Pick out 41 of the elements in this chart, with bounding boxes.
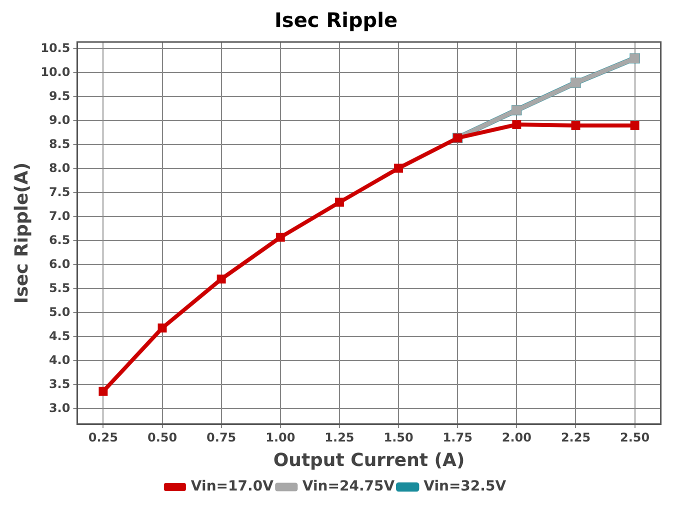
y-tick-label: 3.0 <box>48 400 70 415</box>
y-axis-title: Isec Ripple(A) <box>11 162 32 304</box>
y-tick-label: 9.5 <box>48 88 70 103</box>
y-tick-label: 8.0 <box>48 160 70 175</box>
point <box>394 164 404 173</box>
legend-label: Vin=17.0V <box>190 478 274 495</box>
y-tick-label: 10.0 <box>40 64 70 79</box>
y-tick-label: 9.0 <box>48 112 70 127</box>
point <box>334 198 344 207</box>
y-tick-label: 3.5 <box>48 376 70 391</box>
chart-title: Isec Ripple <box>274 8 398 32</box>
legend-label: Vin=32.5V <box>424 478 506 495</box>
x-tick-label: 2.50 <box>620 430 650 444</box>
x-tick-label: 1.00 <box>266 430 296 444</box>
y-tick-label: 6.5 <box>48 232 70 247</box>
point <box>630 121 640 130</box>
y-tick-label: 4.0 <box>48 352 70 367</box>
y-tick-label: 5.5 <box>48 280 70 295</box>
point <box>98 386 108 396</box>
x-tick-label: 2.25 <box>560 430 591 444</box>
y-tick-label: 8.5 <box>48 136 70 151</box>
legend-label: Vin=24.75V <box>302 478 395 495</box>
point <box>571 121 580 130</box>
x-tick-label: 0.75 <box>206 430 236 444</box>
point <box>216 274 226 284</box>
point <box>512 120 522 130</box>
y-tick-label: 4.5 <box>48 328 70 343</box>
x-tick-label: 1.50 <box>384 430 414 444</box>
y-tick-label: 10.5 <box>40 40 70 55</box>
x-tick-label: 0.50 <box>147 430 178 444</box>
x-tick-label: 1.75 <box>442 430 472 444</box>
x-tick-label: 1.25 <box>324 430 354 444</box>
y-tick-label: 7.5 <box>48 184 70 199</box>
x-tick-label: 0.25 <box>88 430 118 444</box>
y-tick-label: 6.0 <box>48 256 70 271</box>
y-tick-label: 5.0 <box>48 304 70 319</box>
y-tick-label: 7.0 <box>48 208 70 223</box>
point <box>158 324 167 332</box>
x-axis-title: Output Current (A) <box>273 450 465 471</box>
point <box>276 232 285 242</box>
x-tick-label: 2.00 <box>502 430 532 444</box>
